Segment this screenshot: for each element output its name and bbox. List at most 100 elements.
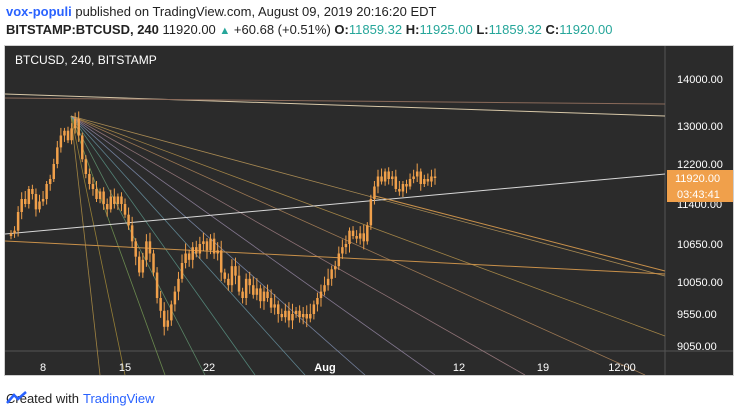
- candle-body: [148, 241, 152, 254]
- fan-line: [70, 115, 166, 375]
- x-tick-label: 15: [119, 362, 131, 374]
- last-price-label: 11920.00: [675, 173, 720, 185]
- candle-body: [408, 179, 412, 187]
- candle-body: [433, 176, 437, 178]
- price-change: +60.68 (+0.51%): [233, 22, 331, 37]
- candle-body: [170, 304, 173, 321]
- x-tick-label: 12:00: [608, 362, 636, 374]
- candle-body: [173, 291, 177, 305]
- symbol-label: BITSTAMP:BTCUSD, 240: [6, 22, 159, 37]
- candle-body: [48, 179, 52, 184]
- close-value: 11920.00: [559, 22, 613, 37]
- candle-body: [227, 278, 230, 286]
- ohlc-line: BITSTAMP:BTCUSD, 240 11920.00 ▲ +60.68 (…: [6, 22, 613, 37]
- candle-body: [383, 171, 387, 182]
- candle-body: [387, 171, 390, 179]
- y-tick-label: 10050.00: [677, 277, 723, 289]
- candle-body: [419, 171, 422, 184]
- candle-body: [180, 263, 184, 279]
- candle-body: [323, 285, 326, 292]
- candle-body: [24, 199, 27, 204]
- candle-body: [341, 247, 344, 254]
- y-tick-label: 10650.00: [677, 239, 723, 251]
- candle-body: [120, 196, 123, 204]
- candle-body: [123, 204, 127, 215]
- trend-line: [5, 173, 666, 235]
- candle-body: [38, 201, 41, 210]
- candle-body: [127, 214, 130, 226]
- trend-line: [5, 93, 666, 117]
- candle-body: [202, 241, 205, 244]
- price-chart[interactable]: BTCUSD, 240, BITSTAMP 14000.00 13000.00 122…: [5, 46, 733, 375]
- candle-body: [198, 244, 202, 254]
- candle-body: [116, 196, 120, 204]
- fan-line: [70, 115, 666, 277]
- candle-body: [398, 189, 401, 192]
- candle-body: [59, 135, 63, 148]
- candle-body: [351, 230, 355, 236]
- published-text: published on TradingView.com, August 09,…: [75, 4, 437, 19]
- candle-body: [141, 259, 145, 273]
- candle-body: [88, 174, 91, 184]
- candle-body: [27, 189, 31, 204]
- candle-body: [390, 176, 394, 179]
- candle-body: [234, 266, 237, 276]
- open-value: 11859.32: [348, 22, 403, 37]
- candle-body: [177, 278, 180, 292]
- candle-body: [294, 310, 298, 314]
- tradingview-brand: TradingView: [82, 391, 155, 406]
- last-price-tag: [667, 170, 733, 186]
- chart-panel[interactable]: BTCUSD, 240, BITSTAMP 14000.00 13000.00 122…: [4, 45, 734, 376]
- trend-line: [5, 240, 666, 275]
- candle-body: [276, 304, 280, 314]
- candle-body: [316, 298, 319, 305]
- candle-body: [184, 253, 187, 263]
- footer: Created with TradingView: [6, 391, 155, 406]
- candle-body: [45, 184, 48, 199]
- chart-title: BTCUSD, 240, BITSTAMP: [15, 53, 157, 67]
- x-tick-label: 8: [40, 362, 46, 374]
- fan-line: [70, 115, 306, 375]
- candle-body: [291, 314, 294, 321]
- countdown-tag: [667, 186, 733, 202]
- candle-body: [91, 184, 95, 189]
- candle-body: [134, 241, 137, 257]
- y-tick-label: 9550.00: [677, 309, 717, 321]
- candle-body: [430, 176, 433, 182]
- candle-body: [319, 291, 323, 298]
- candle-body: [31, 189, 34, 194]
- candle-body: [84, 159, 88, 174]
- candle-body: [355, 236, 358, 239]
- candle-body: [394, 176, 398, 189]
- candle-body: [423, 179, 426, 184]
- candle-body: [205, 241, 209, 251]
- y-tick-label: 12200.00: [677, 159, 723, 171]
- candle-body: [209, 238, 212, 251]
- candle-body: [376, 176, 380, 187]
- x-tick-label: 22: [203, 362, 215, 374]
- candle-body: [248, 278, 251, 286]
- candle-body: [241, 291, 244, 298]
- x-tick-label: Aug: [314, 362, 335, 374]
- candle-body: [41, 199, 45, 202]
- y-tick-label: 13000.00: [677, 121, 723, 133]
- candle-body: [326, 278, 330, 286]
- tradingview-logo[interactable]: TradingView: [6, 391, 155, 406]
- candle-body: [130, 225, 134, 242]
- author-name[interactable]: vox-populi: [6, 4, 72, 19]
- candle-body: [105, 204, 109, 210]
- candle-body: [337, 253, 341, 267]
- candle-body: [70, 128, 73, 141]
- candle-body: [155, 272, 159, 298]
- candle-body: [138, 256, 141, 273]
- fan-line: [70, 115, 206, 375]
- candle-body: [298, 310, 301, 318]
- candle-body: [212, 238, 216, 254]
- candle-body: [98, 191, 102, 199]
- candle-body: [373, 186, 376, 199]
- candle-body: [280, 314, 284, 318]
- fan-line: [70, 115, 256, 375]
- y-tick-label: 14000.00: [677, 74, 723, 86]
- x-tick-label: 19: [537, 362, 549, 374]
- candle-body: [269, 298, 273, 308]
